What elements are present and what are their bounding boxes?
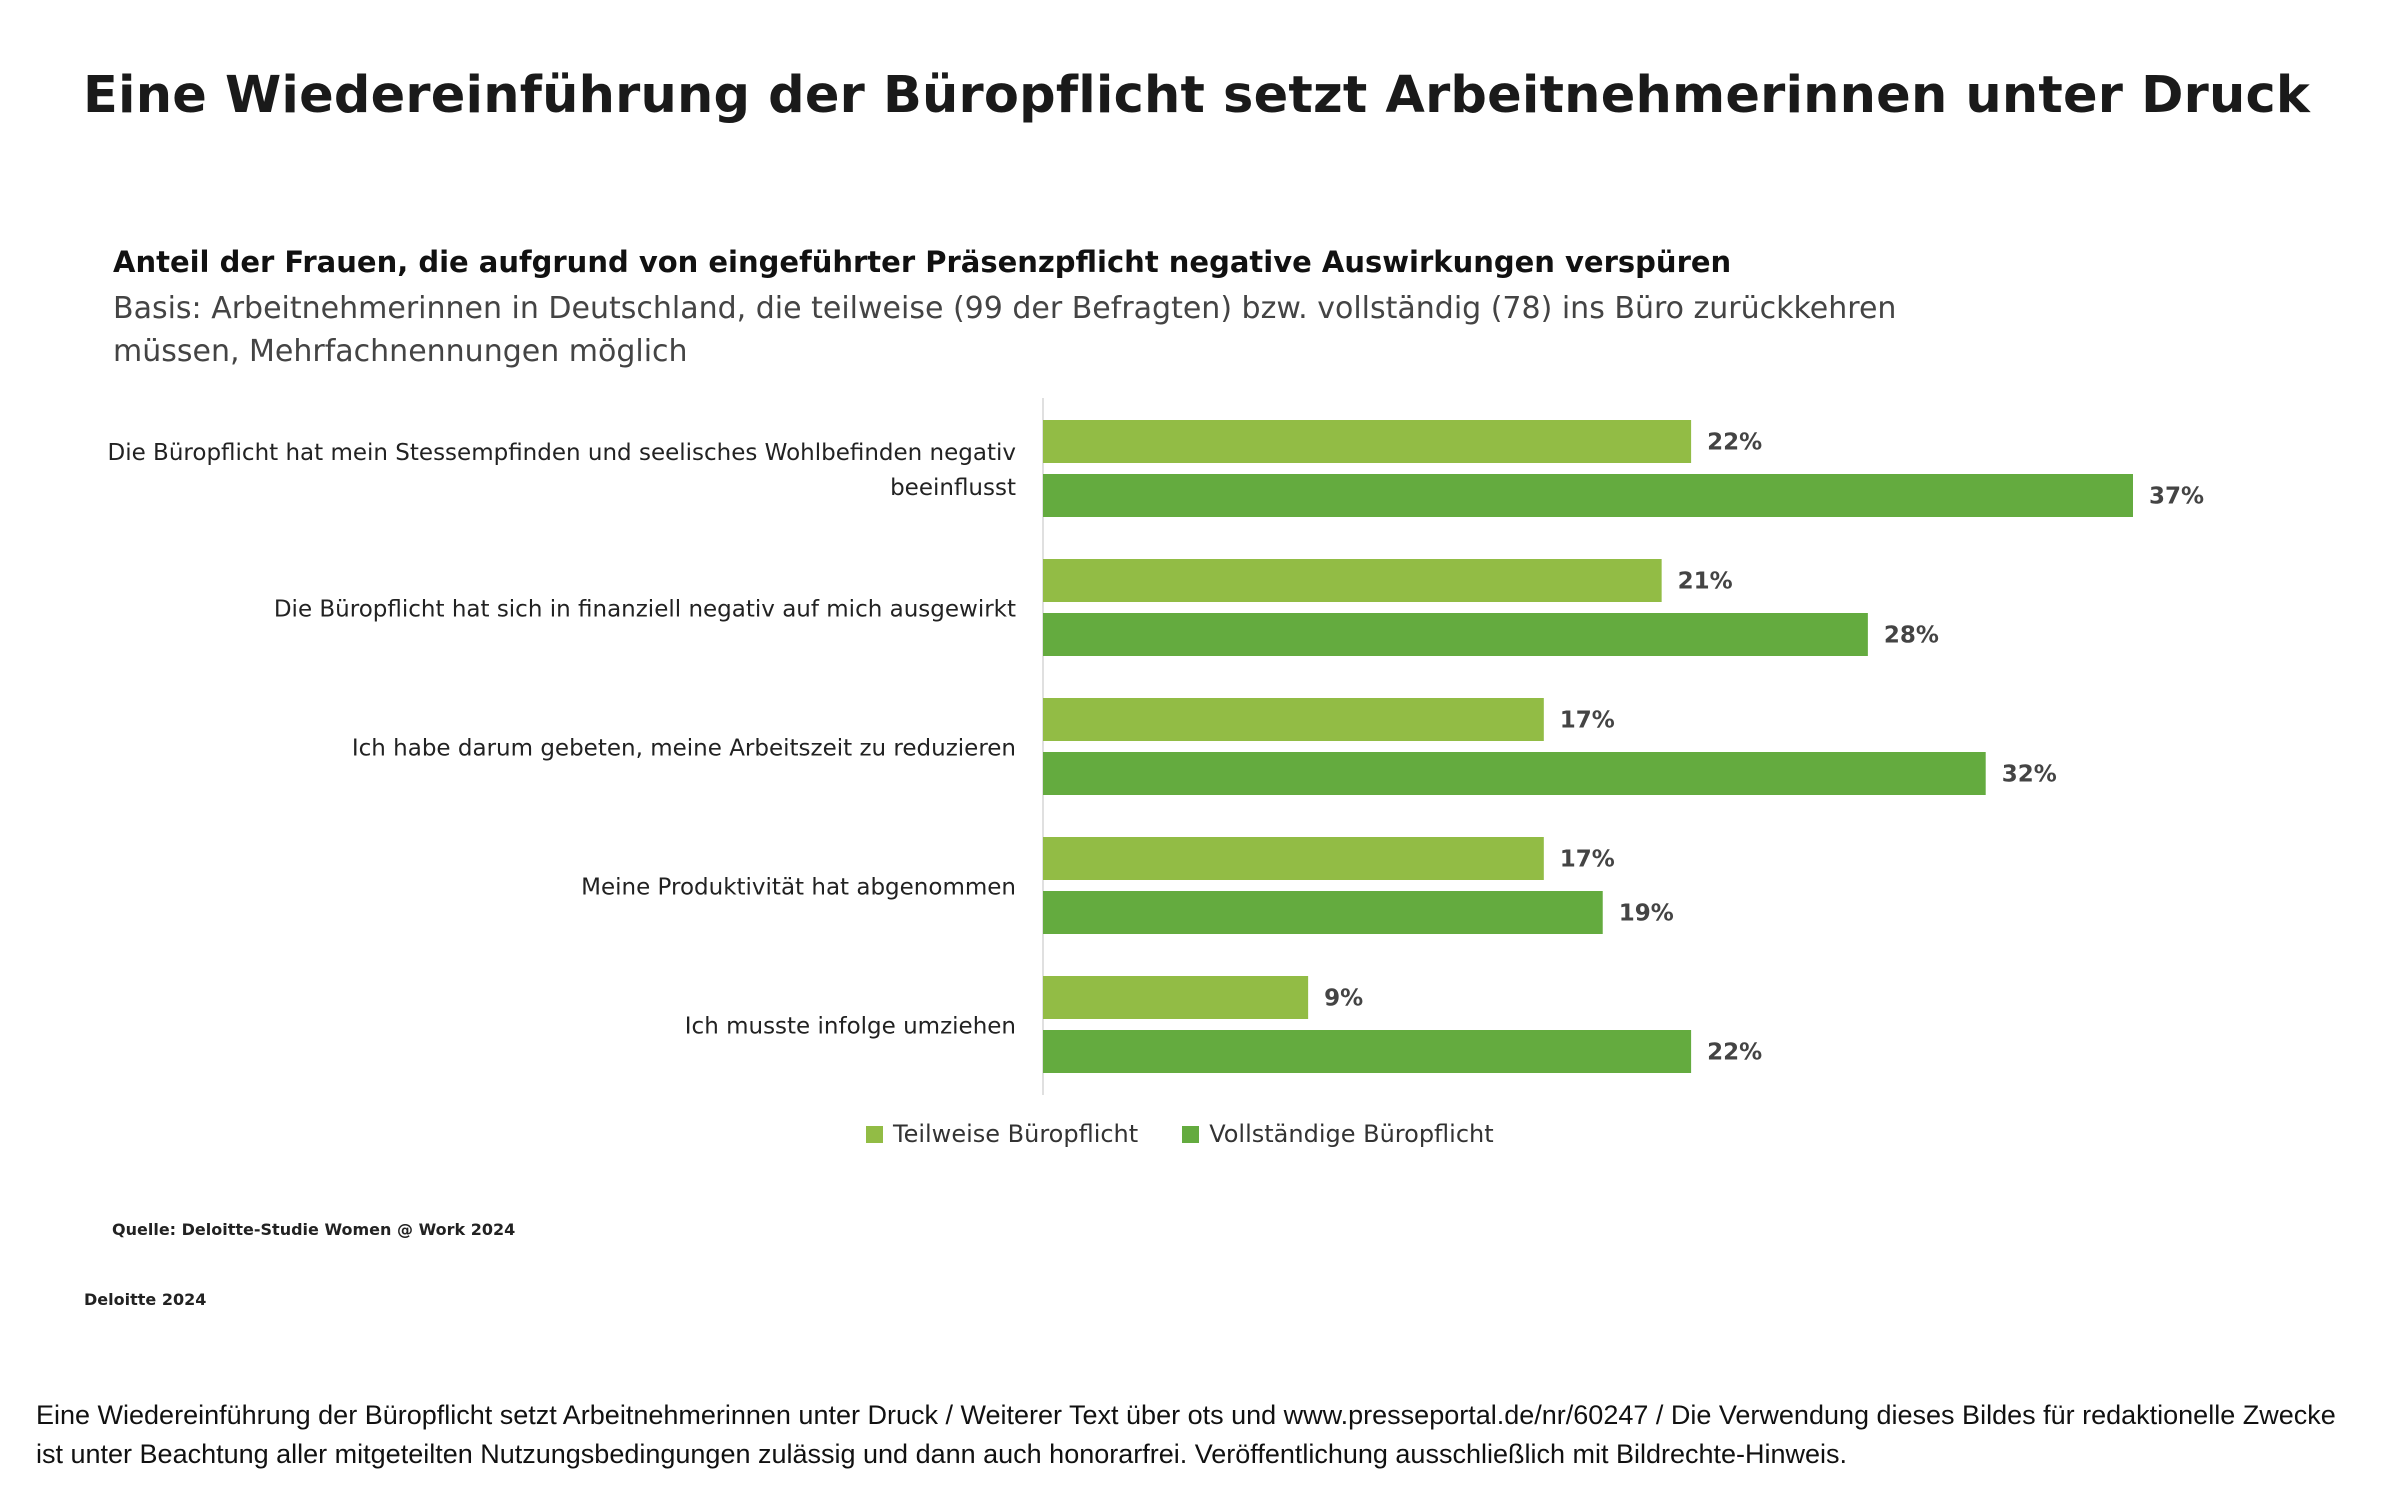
bar-teilweise [1043,559,1662,602]
category-label: Ich musste infolge umziehen [685,1014,1016,1040]
bar-teilweise [1043,976,1309,1019]
data-label: 28% [1884,623,1939,649]
legend-swatch-teilweise [866,1125,883,1143]
bar-teilweise [1043,698,1544,741]
data-label: 19% [1619,901,1674,927]
footer-brand: Deloitte 2024 [84,1290,207,1309]
bar-vollstaendig [1043,1030,1692,1073]
data-label: 37% [2149,484,2204,510]
category-label: Die Büropflicht hat mein Stessempfinden … [108,440,1017,466]
data-label: 21% [1678,569,1733,595]
bar-vollstaendig [1043,613,1868,656]
data-label: 32% [2002,762,2057,788]
legend-item-vollstaendig: Vollständige Büropflicht [1182,1120,1494,1148]
legend-label-vollstaendig: Vollständige Büropflicht [1209,1120,1494,1148]
category-label: Meine Produktivität hat abgenommen [581,875,1016,901]
legend-item-teilweise: Teilweise Büropflicht [866,1120,1138,1148]
source-note: Quelle: Deloitte-Studie Women @ Work 202… [112,1220,516,1239]
page-title: Eine Wiedereinführung der Büropflicht se… [83,66,2311,125]
bar-vollstaendig [1043,891,1603,934]
category-label: beeinflusst [890,475,1016,501]
chart-title: Anteil der Frauen, die aufgrund von eing… [113,245,1732,279]
bar-vollstaendig [1043,752,1986,795]
data-label: 17% [1560,847,1615,873]
category-label: Ich habe darum gebeten, meine Arbeitszei… [352,736,1016,762]
data-label: 17% [1560,708,1615,734]
data-label: 9% [1324,986,1363,1012]
chart-legend: Teilweise Büropflicht Vollständige Bürop… [866,1120,1494,1148]
data-label: 22% [1707,1040,1762,1066]
bar-teilweise [1043,420,1692,463]
bar-vollstaendig [1043,474,2133,517]
bar-teilweise [1043,837,1544,880]
data-label: 22% [1707,430,1762,456]
legend-label-teilweise: Teilweise Büropflicht [893,1120,1139,1148]
chart-subtitle: Basis: Arbeitnehmerinnen in Deutschland,… [113,291,1897,369]
legend-swatch-vollstaendig [1182,1125,1200,1143]
category-label: Die Büropflicht hat sich in finanziell n… [274,597,1016,623]
image-caption: Eine Wiedereinführung der Büropflicht se… [36,1400,2336,1469]
